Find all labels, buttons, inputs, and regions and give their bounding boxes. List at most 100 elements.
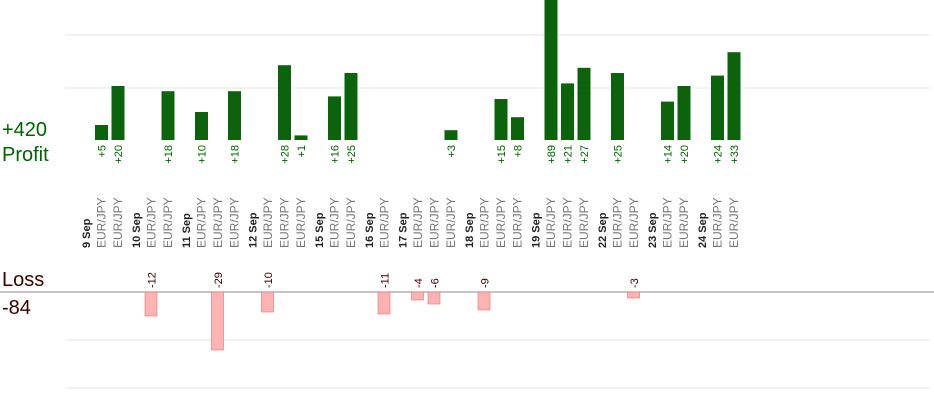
pair-label: EUR/JPY bbox=[95, 197, 109, 248]
pair-label: EUR/JPY bbox=[428, 197, 442, 248]
pair-label: EUR/JPY bbox=[444, 197, 458, 248]
profit-bar bbox=[161, 91, 175, 140]
profit-value-label: +25 bbox=[346, 145, 358, 164]
profit-bar bbox=[344, 73, 358, 140]
loss-value-label: -12 bbox=[147, 272, 159, 288]
profit-value-label: +14 bbox=[663, 145, 675, 164]
day-label: 18 Sep bbox=[464, 212, 476, 248]
loss-value-label: -4 bbox=[413, 278, 425, 288]
pair-label: EUR/JPY bbox=[294, 197, 308, 248]
loss-value-label: -9 bbox=[480, 278, 492, 288]
profit-bar bbox=[228, 91, 241, 140]
profit-value-label: +18 bbox=[163, 145, 175, 164]
profit-value-label: +20 bbox=[679, 145, 691, 164]
pair-label: EUR/JPY bbox=[677, 197, 691, 248]
pair-label: EUR/JPY bbox=[511, 197, 525, 248]
pair-label: EUR/JPY bbox=[211, 197, 225, 248]
profit-bar bbox=[111, 86, 125, 140]
day-label: 12 Sep bbox=[248, 212, 260, 248]
profit-value-label: +28 bbox=[280, 145, 292, 164]
day-label: 15 Sep bbox=[314, 212, 326, 248]
loss-bar bbox=[261, 291, 274, 313]
profit-bar bbox=[444, 130, 458, 140]
profit-value-label: +15 bbox=[496, 145, 508, 164]
loss-value-label: -10 bbox=[263, 272, 275, 288]
loss-total: -84 bbox=[2, 297, 31, 319]
pair-label: EUR/JPY bbox=[711, 197, 725, 248]
profit-label: Profit bbox=[2, 144, 49, 166]
pair-label: EUR/JPY bbox=[627, 197, 641, 248]
day-label: 11 Sep bbox=[181, 213, 193, 248]
loss-bar bbox=[477, 291, 491, 311]
pair-label: EUR/JPY bbox=[111, 197, 125, 248]
profit-value-label: +89 bbox=[546, 145, 558, 164]
day-label: 16 Sep bbox=[364, 212, 376, 248]
profit-bar bbox=[544, 0, 558, 140]
profit-value-label: +16 bbox=[330, 145, 342, 164]
profit-bar bbox=[278, 65, 291, 140]
profit-value-label: +27 bbox=[579, 145, 591, 164]
loss-label: Loss bbox=[2, 269, 45, 291]
profit-bar bbox=[577, 67, 591, 140]
pair-label: EUR/JPY bbox=[661, 197, 675, 248]
profit-value-label: +21 bbox=[563, 145, 575, 164]
day-label: 17 Sep bbox=[398, 212, 410, 248]
profit-bar bbox=[661, 101, 674, 140]
day-label: 23 Sep bbox=[647, 212, 659, 248]
pair-label: EUR/JPY bbox=[228, 197, 242, 248]
pair-label: EUR/JPY bbox=[145, 197, 159, 248]
profit-value-label: +24 bbox=[713, 145, 725, 164]
profit-value-label: +3 bbox=[446, 145, 458, 158]
loss-bar bbox=[144, 291, 158, 317]
loss-bar bbox=[377, 291, 391, 315]
profit-bar bbox=[561, 83, 574, 140]
day-label: 24 Sep bbox=[697, 212, 709, 248]
loss-bar bbox=[211, 291, 224, 351]
profit-bar bbox=[328, 96, 341, 140]
pair-label: EUR/JPY bbox=[411, 197, 425, 248]
pair-label: EUR/JPY bbox=[577, 197, 591, 248]
profit-bar bbox=[195, 112, 208, 140]
profit-bar bbox=[95, 125, 108, 140]
profit-bar bbox=[727, 52, 741, 141]
profit-value-label: +18 bbox=[230, 145, 242, 164]
profit-bar bbox=[494, 99, 508, 140]
pair-label: EUR/JPY bbox=[344, 197, 358, 248]
loss-bar bbox=[427, 291, 441, 305]
profit-value-label: +8 bbox=[513, 145, 525, 158]
day-label: 19 Sep bbox=[531, 212, 543, 248]
pair-label: EUR/JPY bbox=[494, 197, 508, 248]
loss-value-label: -3 bbox=[629, 278, 641, 288]
loss-bar bbox=[411, 291, 424, 301]
pair-label: EUR/JPY bbox=[727, 197, 741, 248]
profit-bar bbox=[294, 135, 308, 140]
loss-value-label: -29 bbox=[213, 272, 225, 288]
loss-bar bbox=[627, 291, 640, 299]
profit-bar bbox=[711, 75, 724, 140]
profit-value-label: +5 bbox=[97, 145, 109, 158]
pair-label: EUR/JPY bbox=[328, 197, 342, 248]
pair-label: EUR/JPY bbox=[278, 197, 292, 248]
pair-label: EUR/JPY bbox=[561, 197, 575, 248]
pair-label: EUR/JPY bbox=[261, 197, 275, 248]
pair-label: EUR/JPY bbox=[478, 197, 492, 248]
pair-label: EUR/JPY bbox=[611, 197, 625, 248]
loss-value-label: -6 bbox=[430, 278, 442, 288]
day-label: 22 Sep bbox=[597, 212, 609, 248]
profit-value-label: +33 bbox=[729, 145, 741, 164]
day-label: 9 Sep bbox=[81, 218, 93, 248]
pair-label: EUR/JPY bbox=[161, 197, 175, 248]
profit-value-label: +10 bbox=[197, 145, 209, 164]
pair-label: EUR/JPY bbox=[544, 197, 558, 248]
loss-value-label: -11 bbox=[380, 273, 392, 288]
profit-total: +420 bbox=[2, 119, 48, 141]
day-label: 10 Sep bbox=[131, 212, 143, 248]
profit-bar bbox=[611, 73, 624, 140]
pair-label: EUR/JPY bbox=[195, 197, 209, 248]
pair-label: EUR/JPY bbox=[378, 197, 392, 248]
profit-bar bbox=[511, 117, 524, 140]
profit-value-label: +25 bbox=[613, 145, 625, 164]
profit-value-label: +20 bbox=[113, 145, 125, 164]
profit-bar bbox=[677, 86, 691, 140]
